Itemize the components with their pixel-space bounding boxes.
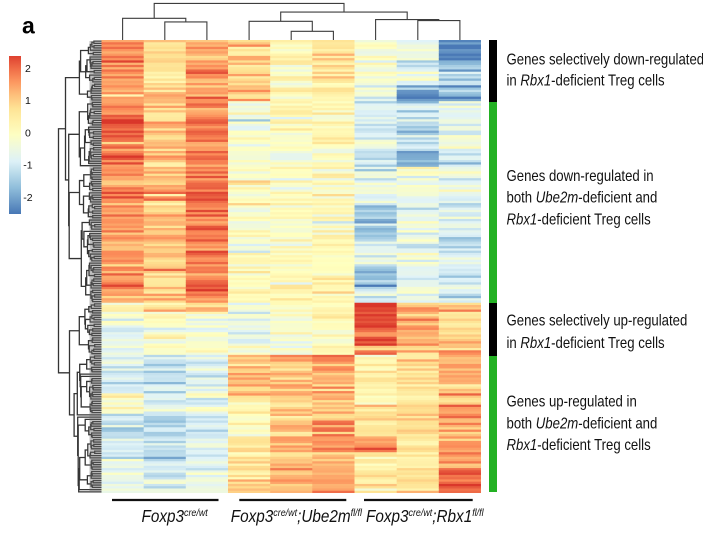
svg-text:-2: -2 [23, 192, 32, 204]
svg-text:1: 1 [25, 95, 31, 107]
svg-text:Rbx1-deficient Treg cells: Rbx1-deficient Treg cells [507, 437, 651, 454]
svg-text:Foxp3cre/wt​;Ube2mfl/fl​: Foxp3cre/wt​;Ube2mfl/fl​ [231, 506, 363, 526]
svg-text:Foxp3cre/wt​;Rbx1fl/fl​: Foxp3cre/wt​;Rbx1fl/fl​ [366, 506, 484, 526]
svg-text:in Rbx1-deficient Treg cells: in Rbx1-deficient Treg cells [507, 72, 665, 89]
svg-text:Rbx1-deficient Treg cells: Rbx1-deficient Treg cells [507, 211, 651, 228]
svg-text:both Ube2m-deficient and: both Ube2m-deficient and [507, 415, 658, 432]
svg-text:Genes up-regulated in: Genes up-regulated in [507, 394, 637, 411]
svg-text:a: a [22, 13, 35, 39]
svg-text:Genes selectively up-regulated: Genes selectively up-regulated [507, 312, 688, 329]
svg-text:Genes down-regulated in: Genes down-regulated in [507, 168, 654, 185]
svg-text:0: 0 [25, 127, 31, 139]
svg-text:Genes selectively down-regulat: Genes selectively down-regulated [507, 52, 703, 69]
svg-text:2: 2 [25, 63, 31, 75]
svg-text:in Rbx1-deficient Treg cells: in Rbx1-deficient Treg cells [507, 335, 665, 352]
svg-text:-1: -1 [23, 160, 32, 172]
svg-text:both Ube2m-deficient and: both Ube2m-deficient and [507, 190, 658, 207]
